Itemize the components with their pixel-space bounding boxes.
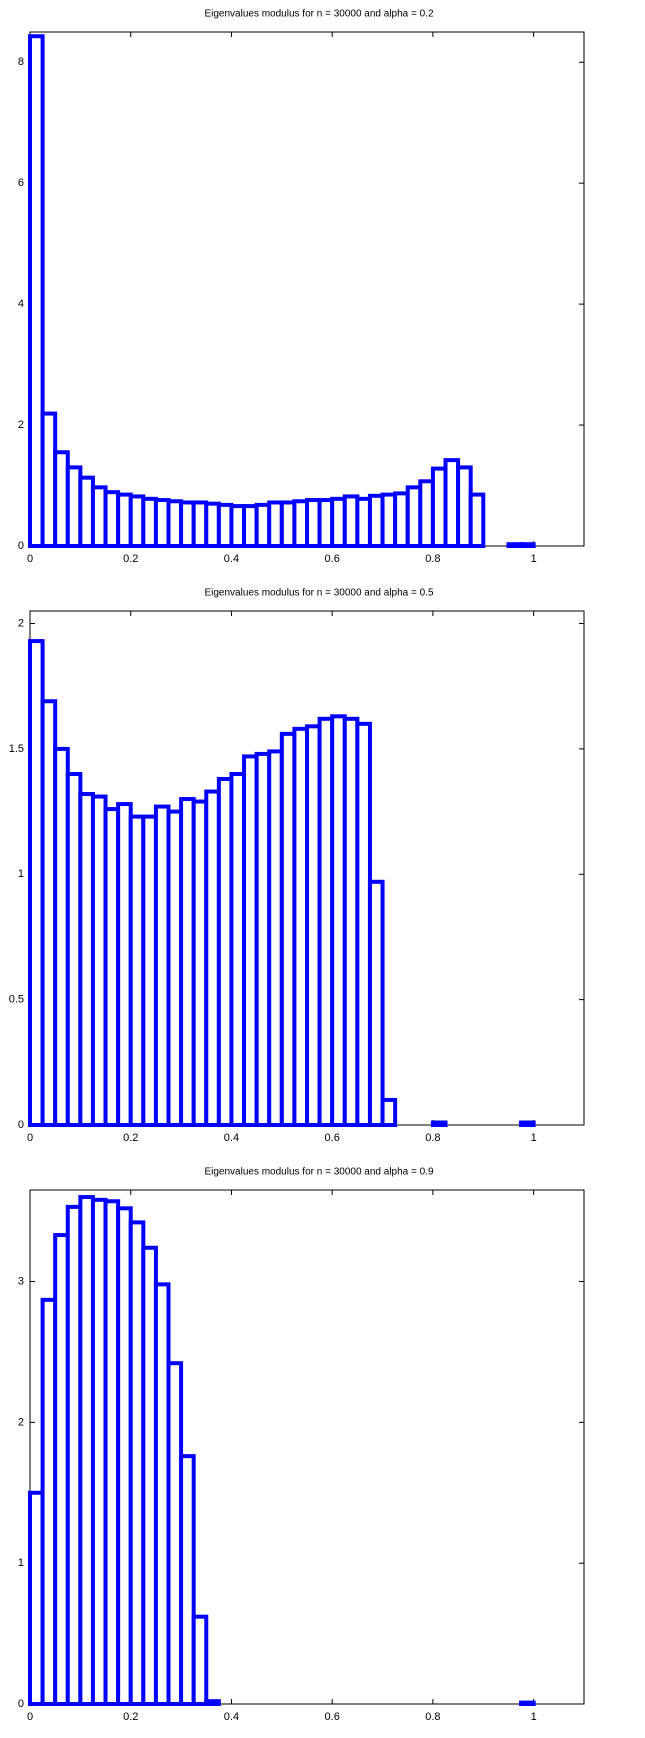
x-tick-label: 0 <box>27 1711 33 1723</box>
y-tick-label: 1 <box>18 1557 24 1569</box>
y-tick-label: 0 <box>18 540 24 552</box>
plot-frame <box>29 31 585 547</box>
y-tick-label: 0.5 <box>9 994 24 1006</box>
x-tick-label: 1 <box>531 1711 537 1723</box>
x-tick-label: 1 <box>531 1132 537 1144</box>
x-tick-label: 0.2 <box>123 1132 138 1144</box>
histogram-bar <box>519 542 536 548</box>
histogram-bar <box>519 1120 536 1127</box>
y-tick-label: 2 <box>18 419 24 431</box>
chart-title: Eigenvalues modulus for n = 30000 and al… <box>204 9 433 20</box>
y-tick-label: 6 <box>18 177 24 189</box>
chart-title: Eigenvalues modulus for n = 30000 and al… <box>204 588 433 599</box>
y-tick-label: 2 <box>18 1416 24 1428</box>
histogram-bar <box>179 1454 196 1707</box>
y-tick-label: 3 <box>18 1275 24 1287</box>
x-tick-label: 0.6 <box>325 1132 340 1144</box>
histogram-bar <box>468 492 486 549</box>
x-tick-label: 0.2 <box>123 1711 138 1723</box>
x-tick-label: 0.8 <box>425 553 440 565</box>
histogram-bar <box>191 1614 209 1707</box>
histogram-bar <box>430 1120 448 1127</box>
x-tick-label: 0.4 <box>224 553 239 565</box>
x-tick-label: 0 <box>27 1132 33 1144</box>
x-tick-label: 0.8 <box>425 1132 440 1144</box>
chart-title: Eigenvalues modulus for n = 30000 and al… <box>204 1167 433 1178</box>
x-tick-label: 0.6 <box>325 1711 340 1723</box>
histogram-bar <box>204 1699 221 1707</box>
y-tick-label: 2 <box>18 617 24 629</box>
y-tick-label: 8 <box>18 56 24 68</box>
x-tick-label: 0.8 <box>425 1711 440 1723</box>
x-tick-label: 0.2 <box>123 553 138 565</box>
y-tick-label: 0 <box>18 1698 24 1710</box>
x-tick-label: 0.6 <box>325 553 340 565</box>
x-tick-label: 0.4 <box>224 1711 239 1723</box>
plot-frame <box>29 1189 585 1705</box>
y-tick-label: 0 <box>18 1119 24 1131</box>
histogram-bar <box>28 34 45 548</box>
y-tick-label: 4 <box>18 298 24 310</box>
histogram-bar <box>380 1097 398 1128</box>
histogram-bar <box>367 879 385 1127</box>
x-tick-label: 0.4 <box>224 1132 239 1144</box>
y-tick-label: 1 <box>18 868 24 880</box>
y-tick-label: 1.5 <box>9 743 24 755</box>
x-tick-label: 0 <box>27 553 33 565</box>
histogram-bar <box>519 1700 536 1707</box>
x-tick-label: 1 <box>531 553 537 565</box>
